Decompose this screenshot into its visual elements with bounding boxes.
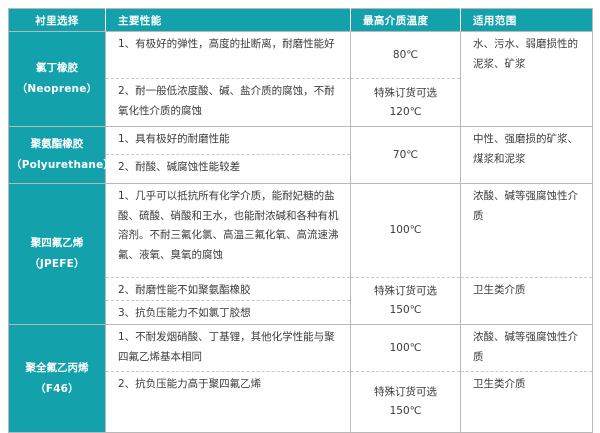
performance-cell: 1、具有极好的耐磨性能 2、耐酸、碱腐蚀性能较差 [105, 126, 351, 184]
temperature-line: 80℃ [392, 48, 419, 61]
scope-text: 卫生类介质 [473, 284, 526, 296]
temperature-line: 100℃ [389, 224, 422, 236]
performance-cell: 1、几乎可以抵抗所有化学介质，能耐妃糖的盐酸、硫酸、硝酸和王水，也能耐浓碱和各种… [105, 183, 351, 325]
scope-text: 水、污水、弱磨损性的泥浆、矿浆 [473, 38, 578, 70]
scope-cell: 浓酸、碱等强腐蚀性介质 卫生类介质 [460, 183, 593, 325]
temperature-line: 特殊订货可选 [374, 386, 437, 398]
temperature-item: 100℃ [351, 325, 460, 372]
scope-text: 浓酸、碱等强腐蚀性介质 [473, 190, 578, 222]
scope-cell: 浓酸、碱等强腐蚀性介质 卫生类介质 [460, 324, 593, 433]
material-name-en: （Neoprene） [16, 83, 98, 95]
temperature-cell: 80℃ 特殊订货可选 120℃ [350, 31, 461, 127]
material-name-cell: 聚四氟乙烯 （JPEFE） [8, 183, 106, 325]
column-header-max-temperature: 最高介质温度 [350, 8, 461, 32]
material-name-cell: 聚全氟乙丙烯 （F46） [8, 324, 106, 433]
temperature-line: 150℃ [389, 304, 422, 316]
performance-item: 1、有极好的弹性，高度的扯断离，耐磨性能好 [106, 32, 350, 79]
scope-cell: 水、污水、弱磨损性的泥浆、矿浆 [460, 31, 593, 127]
temperature-line: 120℃ [389, 105, 422, 118]
scope-cell: 中性、强磨损的矿浆、煤浆和泥浆 [460, 126, 593, 184]
performance-cell: 1、有极好的弹性，高度的扯断离，耐磨性能好 2、耐一般低浓度酸、碱、盐介质的腐蚀… [105, 31, 351, 127]
table-row: 氯丁橡胶 （Neoprene） 1、有极好的弹性，高度的扯断离，耐磨性能好 2、… [8, 31, 593, 127]
material-name-cn: 聚四氟乙烯 [30, 237, 84, 249]
scope-item: 水、污水、弱磨损性的泥浆、矿浆 [461, 32, 592, 126]
performance-item: 2、抗负压能力高于聚四氟乙烯 [118, 378, 262, 390]
scope-text: 浓酸、碱等强腐蚀性介质 [473, 331, 578, 363]
performance-item: 1、不耐发烟硝酸、丁基锂，其他化学性能与聚四氟乙烯基本相同 [106, 325, 350, 372]
temperature-line: 特殊订货可选 [374, 285, 437, 297]
scope-item: 卫生类介质 [461, 278, 592, 324]
performance-item: 1、几乎可以抵抗所有化学介质，能耐妃糖的盐酸、硫酸、硝酸和王水，也能耐浓碱和各种… [106, 184, 350, 278]
temperature-line: 特殊订货可选 [374, 86, 437, 99]
table-header: 衬里选择 主要性能 最高介质温度 适用范围 [8, 8, 593, 32]
material-name-en: （Polyurethane） [11, 159, 115, 171]
performance-item: 1、具有极好的耐磨性能 [106, 127, 350, 155]
scope-item: 中性、强磨损的矿浆、煤浆和泥浆 [461, 127, 592, 183]
material-name-en: （F46） [35, 382, 79, 395]
temperature-item: 100℃ [351, 184, 460, 278]
column-header-lining-selection: 衬里选择 [8, 8, 106, 32]
performance-cell: 1、不耐发烟硝酸、丁基锂，其他化学性能与聚四氟乙烯基本相同 2、抗负压能力高于聚… [105, 324, 351, 433]
performance-item: 3、抗负压能力不如氯丁胶想 [118, 307, 251, 319]
lining-specification-table: 衬里选择 主要性能 最高介质温度 适用范围 氯丁橡胶 （Neoprene） 1、… [8, 8, 593, 433]
performance-item: 2、耐一般低浓度酸、碱、盐介质的腐蚀，不耐氧化性介质的腐蚀 [118, 85, 335, 117]
table-row: 聚四氟乙烯 （JPEFE） 1、几乎可以抵抗所有化学介质，能耐妃糖的盐酸、硫酸、… [8, 183, 593, 325]
scope-item: 浓酸、碱等强腐蚀性介质 [461, 325, 592, 372]
table-row: 聚氨酯橡胶 （Polyurethane） 1、具有极好的耐磨性能 2、耐酸、碱腐… [8, 126, 593, 184]
scope-item: 卫生类介质 [461, 372, 592, 432]
scope-text: 中性、强磨损的矿浆、煤浆和泥浆 [473, 133, 578, 165]
material-name-cell: 氯丁橡胶 （Neoprene） [8, 31, 106, 127]
scope-text: 卫生类介质 [473, 378, 526, 390]
temperature-item: 特殊订货可选 150℃ [351, 372, 460, 432]
column-header-main-performance: 主要性能 [105, 8, 351, 32]
performance-item: 2、耐酸、碱腐蚀性能较差 [118, 161, 241, 173]
material-name-en: （JPEFE） [29, 258, 85, 270]
material-name-cn: 聚全氟乙丙烯 [25, 361, 89, 374]
table-body: 氯丁橡胶 （Neoprene） 1、有极好的弹性，高度的扯断离，耐磨性能好 2、… [8, 31, 593, 433]
header-row: 衬里选择 主要性能 最高介质温度 适用范围 [8, 8, 593, 32]
temperature-cell: 100℃ 特殊订货可选 150℃ [350, 183, 461, 325]
material-name-cell: 聚氨酯橡胶 （Polyurethane） [8, 126, 115, 184]
performance-item: 2、耐磨性能不如聚氨酯橡胶 [106, 278, 350, 301]
temperature-line: 70℃ [392, 148, 419, 161]
temperature-cell: 70℃ [350, 126, 461, 184]
material-name-cn: 氯丁橡胶 [36, 62, 78, 74]
column-header-applicable-range: 适用范围 [460, 8, 593, 32]
temperature-line: 150℃ [389, 405, 422, 417]
temperature-item: 80℃ [351, 32, 460, 79]
temperature-line: 100℃ [389, 341, 422, 354]
temperature-item: 特殊订货可选 150℃ [351, 278, 460, 324]
temperature-item: 70℃ [351, 127, 460, 183]
scope-item: 浓酸、碱等强腐蚀性介质 [461, 184, 592, 278]
temperature-cell: 100℃ 特殊订货可选 150℃ [350, 324, 461, 433]
temperature-item: 特殊订货可选 120℃ [351, 79, 460, 126]
table-row: 聚全氟乙丙烯 （F46） 1、不耐发烟硝酸、丁基锂，其他化学性能与聚四氟乙烯基本… [8, 324, 593, 433]
material-name-cn: 聚氨酯橡胶 [30, 138, 84, 150]
